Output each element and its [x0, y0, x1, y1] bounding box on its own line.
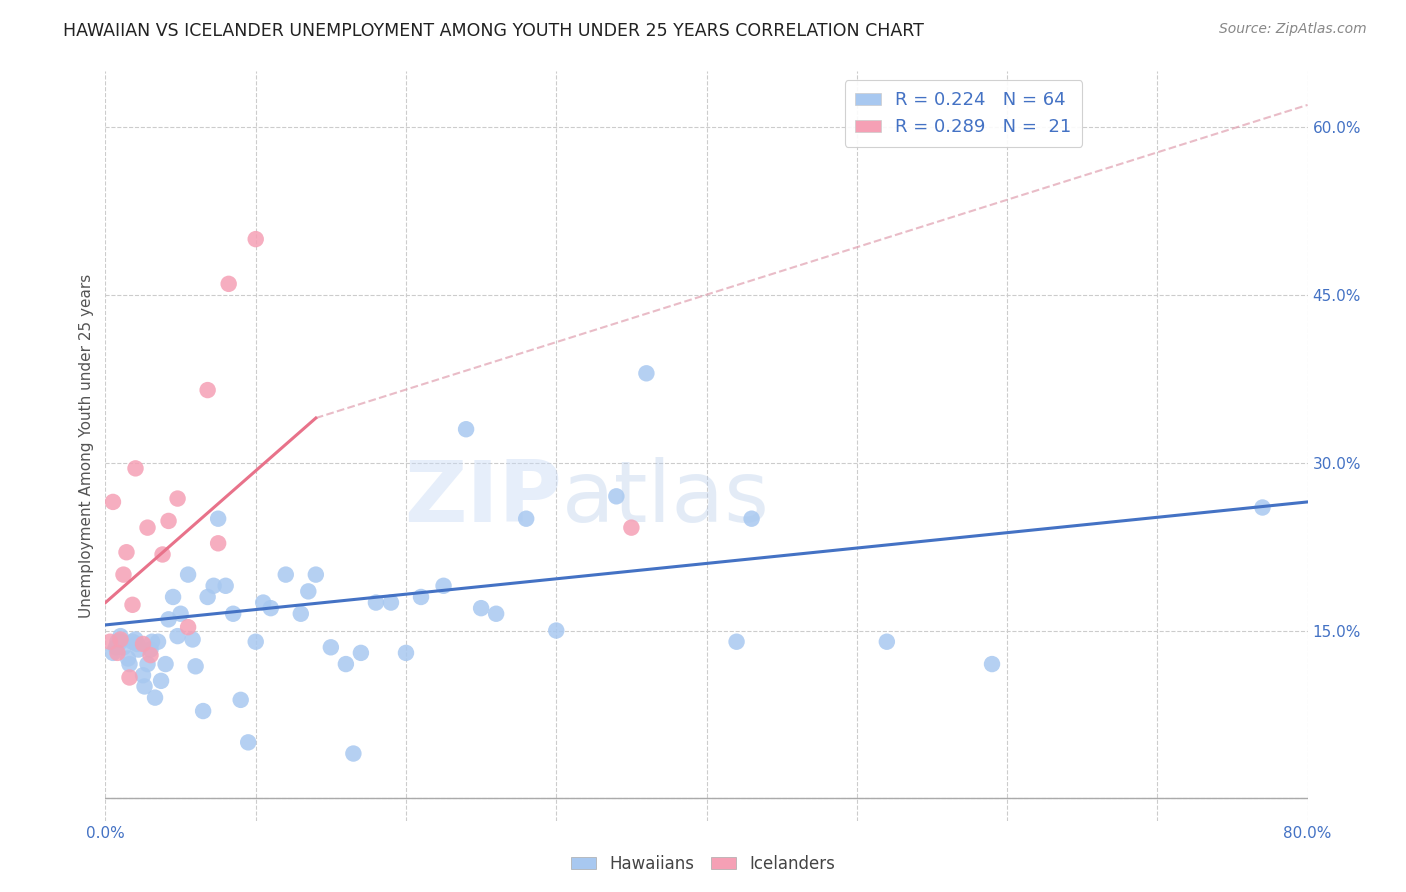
- Point: [335, 657, 357, 671]
- Point: [260, 601, 283, 615]
- Point: [181, 632, 204, 647]
- Point: [110, 634, 132, 648]
- Point: [125, 637, 148, 651]
- Point: [117, 651, 139, 665]
- Point: [485, 607, 508, 621]
- Point: [456, 422, 478, 436]
- Point: [177, 567, 200, 582]
- Point: [115, 545, 138, 559]
- Point: [157, 514, 180, 528]
- Point: [152, 548, 174, 562]
- Point: [118, 657, 141, 671]
- Legend: R = 0.224   N = 64, R = 0.289   N =  21: R = 0.224 N = 64, R = 0.289 N = 21: [845, 80, 1083, 147]
- Point: [110, 632, 132, 647]
- Point: [1251, 500, 1274, 515]
- Point: [184, 659, 207, 673]
- Point: [177, 620, 200, 634]
- Point: [124, 632, 146, 647]
- Point: [290, 607, 312, 621]
- Point: [620, 521, 643, 535]
- Point: [380, 596, 402, 610]
- Point: [364, 596, 387, 610]
- Point: [132, 637, 155, 651]
- Point: [166, 629, 188, 643]
- Text: ZIP: ZIP: [405, 457, 562, 540]
- Point: [150, 673, 173, 688]
- Point: [214, 579, 236, 593]
- Point: [121, 598, 143, 612]
- Point: [169, 607, 191, 621]
- Point: [162, 590, 184, 604]
- Point: [136, 521, 159, 535]
- Point: [319, 640, 342, 655]
- Point: [342, 747, 364, 761]
- Point: [207, 536, 229, 550]
- Point: [134, 680, 156, 694]
- Text: HAWAIIAN VS ICELANDER UNEMPLOYMENT AMONG YOUTH UNDER 25 YEARS CORRELATION CHART: HAWAIIAN VS ICELANDER UNEMPLOYMENT AMONG…: [63, 22, 924, 40]
- Point: [222, 607, 245, 621]
- Point: [876, 634, 898, 648]
- Point: [141, 634, 163, 648]
- Point: [297, 584, 319, 599]
- Point: [155, 657, 177, 671]
- Point: [229, 693, 252, 707]
- Point: [207, 511, 229, 525]
- Point: [245, 232, 267, 246]
- Point: [146, 634, 169, 648]
- Point: [395, 646, 418, 660]
- Point: [197, 383, 219, 397]
- Point: [305, 567, 328, 582]
- Point: [139, 642, 162, 657]
- Point: [981, 657, 1004, 671]
- Text: atlas: atlas: [562, 457, 770, 540]
- Point: [121, 634, 143, 648]
- Point: [515, 511, 537, 525]
- Point: [104, 640, 127, 655]
- Point: [112, 567, 135, 582]
- Point: [350, 646, 373, 660]
- Point: [136, 657, 159, 671]
- Point: [166, 491, 188, 506]
- Point: [139, 648, 162, 662]
- Point: [101, 646, 124, 660]
- Point: [546, 624, 568, 638]
- Point: [118, 671, 141, 685]
- Point: [245, 634, 267, 648]
- Point: [409, 590, 432, 604]
- Point: [107, 634, 129, 648]
- Point: [432, 579, 454, 593]
- Point: [605, 489, 627, 503]
- Legend: Hawaiians, Icelanders: Hawaiians, Icelanders: [564, 848, 842, 880]
- Point: [725, 634, 748, 648]
- Point: [128, 642, 150, 657]
- Point: [238, 735, 260, 749]
- Point: [101, 495, 124, 509]
- Point: [98, 634, 121, 648]
- Point: [636, 367, 658, 381]
- Point: [218, 277, 240, 291]
- Point: [112, 640, 135, 655]
- Point: [252, 596, 274, 610]
- Point: [110, 629, 132, 643]
- Point: [132, 668, 155, 682]
- Point: [157, 612, 180, 626]
- Point: [124, 461, 146, 475]
- Point: [741, 511, 763, 525]
- Text: Source: ZipAtlas.com: Source: ZipAtlas.com: [1219, 22, 1367, 37]
- Point: [191, 704, 214, 718]
- Point: [143, 690, 166, 705]
- Point: [202, 579, 225, 593]
- Point: [470, 601, 492, 615]
- Y-axis label: Unemployment Among Youth under 25 years: Unemployment Among Youth under 25 years: [79, 274, 94, 618]
- Point: [274, 567, 297, 582]
- Point: [107, 646, 129, 660]
- Point: [197, 590, 219, 604]
